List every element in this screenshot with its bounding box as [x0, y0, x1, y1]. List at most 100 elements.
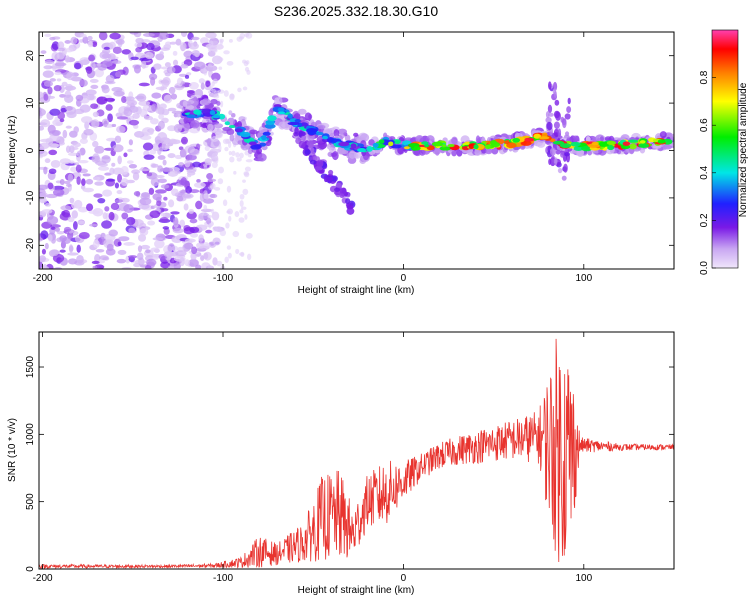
spectrogram-cell	[189, 218, 198, 224]
spectrogram-cell	[561, 175, 567, 181]
spectrogram-cell	[555, 149, 561, 155]
spectrogram-cell	[223, 50, 230, 55]
spectrogram-cell	[439, 146, 452, 151]
spectrogram-cell	[171, 188, 179, 197]
spectrogram-cell	[238, 217, 245, 223]
spectrogram-cell	[211, 114, 221, 119]
spectrogram-cell	[172, 217, 179, 226]
spectrogram-cell	[200, 37, 209, 45]
spectrogram-cell	[211, 152, 217, 160]
colorbar-tick-label: 0.0	[699, 261, 710, 275]
spectrogram-cell	[47, 124, 56, 134]
spectrogram-cell	[607, 144, 615, 151]
spectrogram-cell	[135, 47, 143, 53]
spectrogram-cell	[93, 176, 101, 181]
spectrogram-cell	[304, 149, 311, 155]
spectrogram-cell	[249, 129, 258, 135]
spectrogram-cell	[573, 146, 584, 152]
spectrogram-cell	[216, 260, 223, 267]
spectrogram-cell	[224, 256, 229, 263]
spectrogram-cell	[71, 146, 79, 150]
spectrogram-cell	[604, 136, 612, 142]
spectrogram-cell	[366, 145, 373, 152]
spectrogram-cell	[346, 207, 355, 215]
spectrogram-cell	[43, 65, 53, 70]
spectrogram-cell	[485, 148, 493, 155]
spectrogram-cell	[59, 93, 66, 98]
spectrogram-cell	[120, 178, 129, 187]
spectrogram-cell	[225, 222, 230, 229]
spectrogram-cell	[193, 182, 206, 188]
spectrogram-cell	[248, 141, 257, 146]
spectrogram-cell	[41, 266, 50, 269]
spectrogram-cell	[80, 33, 87, 38]
spectrogram-cell	[151, 92, 162, 99]
spectrogram-cell	[51, 249, 59, 257]
spectrogram-cell	[235, 248, 240, 255]
spectrogram-y-tick-label: 20	[25, 50, 36, 62]
spectrogram-cell	[190, 232, 199, 238]
spectrogram-cell	[115, 38, 125, 45]
spectrogram-cell	[591, 141, 599, 146]
spectrogram-cell	[111, 162, 116, 167]
spectrogram-cell	[193, 109, 201, 115]
spectrogram-x-tick-label: 100	[575, 273, 592, 284]
spectrogram-cell	[132, 219, 144, 227]
spectrogram-cell	[89, 223, 98, 227]
spectrogram-cell	[128, 119, 140, 126]
spectrogram-cell	[155, 108, 164, 114]
spectrogram-cell	[206, 217, 212, 225]
spectrogram-cell	[203, 163, 208, 167]
spectrogram-cell	[59, 179, 65, 186]
spectrogram-cell	[39, 142, 50, 150]
spectrogram-cell	[277, 111, 285, 115]
spectrogram-cell	[93, 193, 103, 198]
spectrogram-cell	[179, 190, 188, 194]
spectrogram-cell	[206, 137, 212, 147]
spectrogram-cell	[135, 37, 144, 44]
snr-x-tick-label: 0	[401, 573, 407, 584]
snr-y-label: SNR (10 * v/v)	[7, 418, 18, 482]
spectrogram-cell	[184, 74, 190, 79]
spectrogram-cell	[348, 150, 356, 159]
spectrogram-cell	[551, 155, 556, 164]
spectrogram-cell	[368, 139, 375, 146]
spectrogram-cell	[328, 169, 334, 175]
spectrogram-cell	[134, 259, 147, 265]
spectrogram-cell	[245, 159, 253, 163]
spectrogram-cell	[394, 140, 401, 145]
spectrogram-cell	[226, 60, 234, 66]
spectrogram-cell	[138, 168, 151, 172]
spectrogram-cell	[175, 250, 187, 257]
spectrogram-cell	[158, 32, 169, 40]
spectrogram-cell	[564, 151, 571, 157]
spectrogram-cell	[70, 36, 78, 45]
spectrogram-cell	[169, 41, 177, 45]
spectrogram-cell	[107, 113, 113, 123]
spectrogram-cell	[211, 161, 218, 169]
spectrogram-cell	[159, 103, 167, 110]
spectrogram-cell	[215, 226, 222, 232]
spectrogram-cell	[48, 168, 57, 174]
spectrogram-cell	[174, 85, 185, 89]
spectrogram-cell	[44, 158, 51, 164]
spectrogram-cell	[163, 94, 173, 104]
spectrogram-cell	[229, 134, 235, 142]
spectrogram-cell	[447, 143, 455, 148]
spectrogram-cell	[97, 198, 106, 204]
snr-y-tick-label: 0	[25, 566, 36, 572]
spectrogram-cell	[81, 178, 86, 186]
spectrogram-cell	[178, 179, 188, 186]
spectrogram-cell	[220, 100, 224, 108]
snr-series-line	[39, 338, 674, 569]
spectrogram-cell	[183, 116, 189, 124]
spectrogram-cell	[229, 93, 235, 101]
spectrogram-cell	[316, 159, 324, 168]
spectrogram-cell	[173, 262, 181, 269]
spectrogram-cell	[150, 118, 159, 125]
spectrogram-cell	[524, 137, 535, 142]
spectrogram-cell	[182, 100, 188, 108]
colorbar-gradient	[711, 29, 739, 269]
spectrogram-cell	[77, 220, 85, 225]
spectrogram-cell	[129, 32, 139, 35]
